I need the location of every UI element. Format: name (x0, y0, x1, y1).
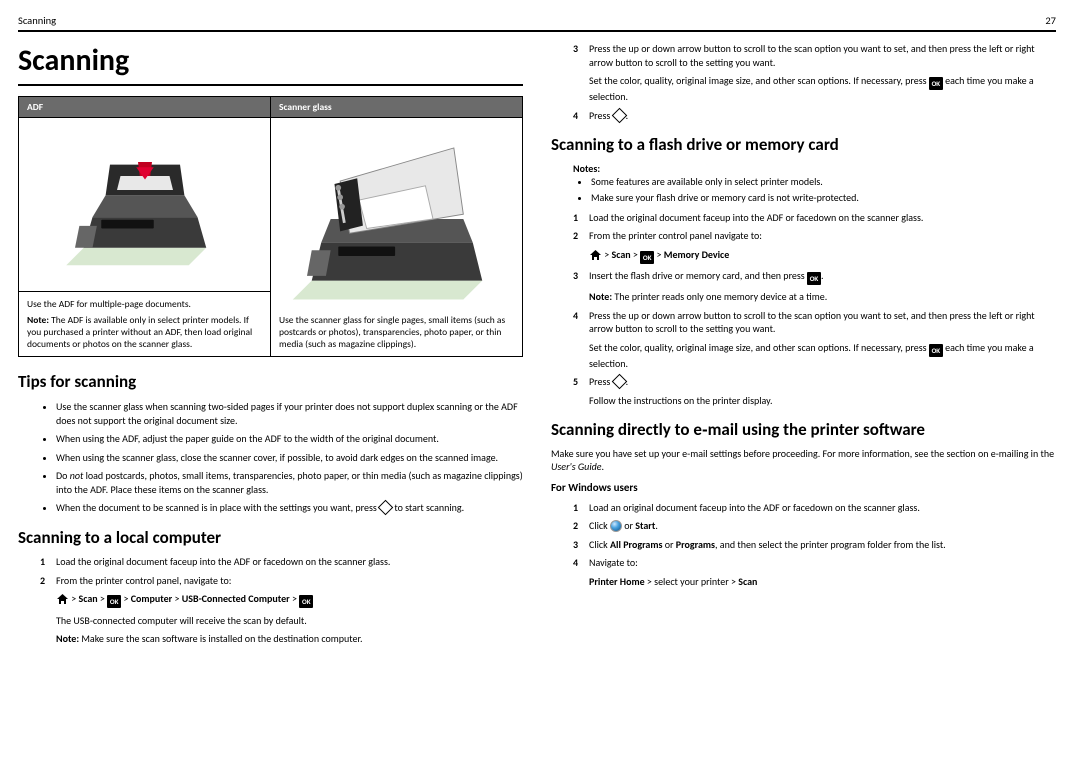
notes-block: Notes: Some features are available only … (573, 163, 1056, 204)
flash-steps: Load the original document faceup into t… (573, 211, 1056, 408)
ok-icon: OK (929, 344, 943, 357)
step-item: Insert the flash drive or memory card, a… (573, 269, 1056, 304)
step-item: Navigate to: Printer Home > select your … (573, 556, 1056, 588)
glass-cell: Use the scanner glass for single pages, … (271, 117, 523, 356)
step-item: Load the original document faceup into t… (40, 555, 523, 569)
table-header-adf: ADF (19, 96, 271, 117)
email-heading: Scanning directly to e‑mail using the pr… (551, 419, 1056, 441)
step-item: Press . (573, 109, 1056, 123)
step-item: Press the up or down arrow button to scr… (573, 42, 1056, 104)
adf-caption-cell: Use the ADF for multiple-page documents.… (19, 291, 271, 357)
adf-caption-1: Use the ADF for multiple-page documents. (27, 298, 262, 310)
home-icon (56, 593, 69, 609)
step-item: Press . Follow the instructions on the p… (573, 375, 1056, 407)
step-item: From the printer control panel navigate … (573, 229, 1056, 264)
tip-item: Do not load postcards, photos, small ite… (56, 469, 523, 496)
start-icon (611, 108, 627, 124)
windows-heading: For Windows users (551, 481, 1056, 495)
step-item: From the printer control panel, navigate… (40, 574, 523, 646)
ok-icon: OK (929, 77, 943, 90)
local-steps: Load the original document faceup into t… (40, 555, 523, 646)
start-icon (611, 374, 627, 390)
printer-table: ADF Scanner glass (18, 96, 523, 358)
windows-orb-icon (610, 520, 622, 532)
email-steps: Load an original document faceup into th… (573, 501, 1056, 589)
local-steps-continued: Press the up or down arrow button to scr… (573, 42, 1056, 122)
ok-icon: OK (299, 595, 313, 608)
left-column: Scanning ADF Scanner glass (18, 42, 523, 651)
step-item: Click or Start. (573, 519, 1056, 533)
adf-note-prefix: Note: (27, 314, 49, 326)
glass-printer-illustration (292, 129, 502, 309)
adf-printer-illustration (55, 134, 235, 274)
ok-icon: OK (107, 595, 121, 608)
page-header: Scanning 27 (18, 14, 1056, 32)
step-item: Press the up or down arrow button to scr… (573, 309, 1056, 371)
step-item: Click All Programs or Programs, and then… (573, 538, 1056, 552)
step-item: Load an original document faceup into th… (573, 501, 1056, 515)
header-right: 27 (1045, 14, 1056, 27)
header-left: Scanning (18, 14, 56, 27)
tip-item: Use the scanner glass when scanning two-… (56, 400, 523, 427)
table-header-glass: Scanner glass (271, 96, 523, 117)
section-title: Scanning (18, 42, 523, 85)
tip-item: When the document to be scanned is in pl… (56, 501, 523, 515)
flash-heading: Scanning to a flash drive or memory card (551, 134, 1056, 156)
right-column: Press the up or down arrow button to scr… (551, 42, 1056, 651)
adf-note-text: The ADF is available only in select prin… (27, 314, 252, 350)
step-item: Load the original document faceup into t… (573, 211, 1056, 225)
ok-icon: OK (640, 251, 654, 264)
glass-caption: Use the scanner glass for single pages, … (279, 314, 514, 350)
tip-item: When using the ADF, adjust the paper gui… (56, 432, 523, 446)
tips-list: Use the scanner glass when scanning two-… (30, 400, 523, 515)
ok-icon: OK (807, 272, 821, 285)
start-icon (378, 500, 394, 516)
tips-heading: Tips for scanning (18, 371, 523, 393)
home-icon (589, 249, 602, 265)
local-heading: Scanning to a local computer (18, 527, 523, 549)
adf-image-cell (19, 117, 271, 291)
tip-item: When using the scanner glass, close the … (56, 451, 523, 465)
